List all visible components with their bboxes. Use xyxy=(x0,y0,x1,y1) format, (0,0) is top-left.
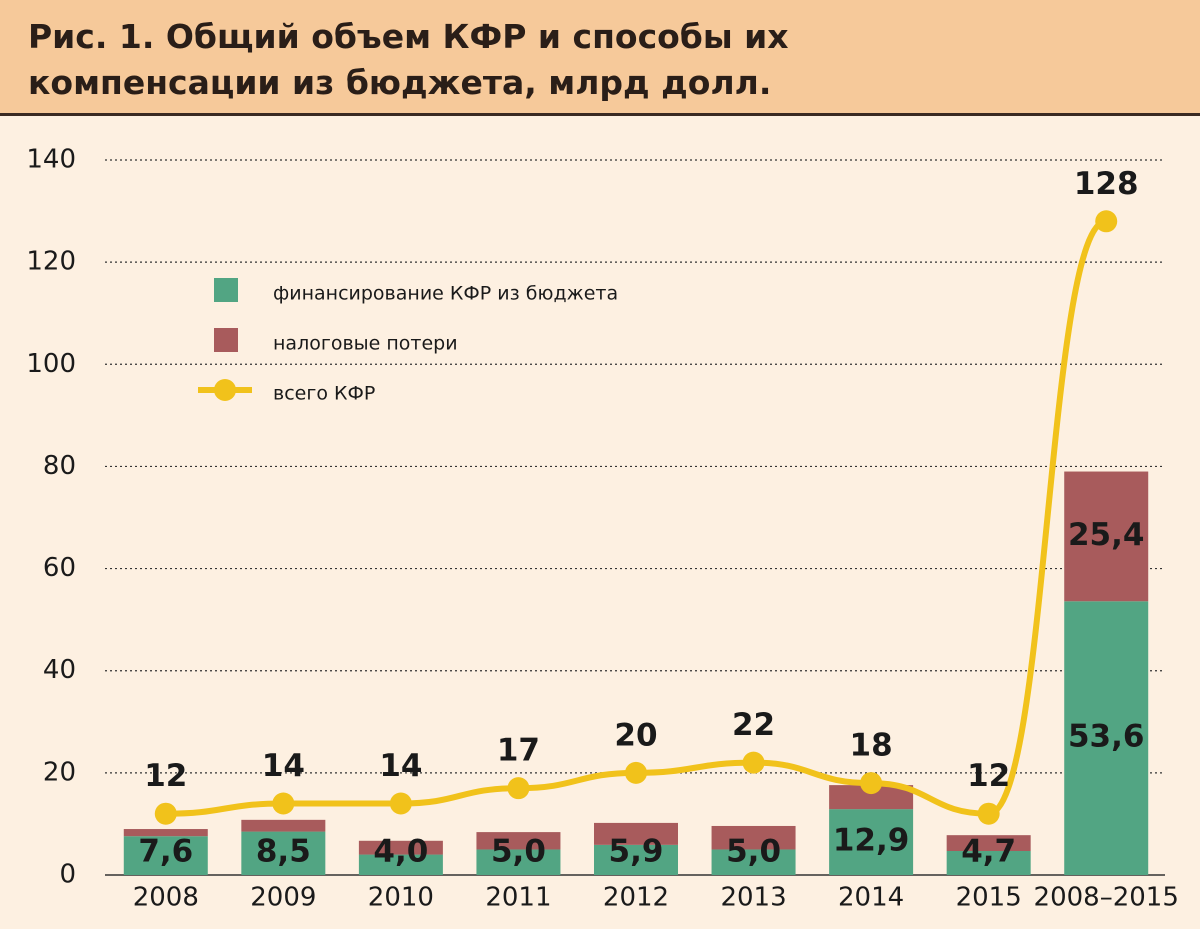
bar-value-label: 5,0 xyxy=(491,834,546,870)
bar-segment xyxy=(946,850,1031,875)
bar-segment xyxy=(123,829,208,837)
bar-segment xyxy=(476,849,561,875)
line-point xyxy=(625,761,647,784)
bar-segment xyxy=(711,825,796,850)
bar-segment xyxy=(1064,471,1149,602)
y-tick-label: 20 xyxy=(43,757,76,787)
x-tick-label: 2014 xyxy=(838,883,904,913)
line-point xyxy=(154,802,177,825)
line-point xyxy=(742,751,765,774)
bar-segment xyxy=(241,831,326,875)
bar-segment xyxy=(358,840,443,855)
bar-segment xyxy=(476,832,561,850)
line-point xyxy=(1095,210,1118,233)
line-value-label: 18 xyxy=(850,728,893,764)
bar-segment xyxy=(358,854,443,875)
x-tick-label: 2011 xyxy=(485,883,551,913)
x-tick-label: 2008–2015 xyxy=(1034,883,1179,913)
x-tick-label: 2009 xyxy=(250,883,316,913)
y-tick-label: 140 xyxy=(26,145,76,175)
line-point xyxy=(507,777,530,800)
bar-segment xyxy=(594,844,678,875)
bar-segment xyxy=(1064,601,1149,875)
legend-swatch xyxy=(214,278,238,302)
line-value-label: 22 xyxy=(732,707,775,743)
line-value-label: 14 xyxy=(262,748,305,784)
chart-title: Рис. 1. Общий объем КФР и способы их ком… xyxy=(28,17,789,102)
line-value-label: 20 xyxy=(614,717,657,753)
bar-value-label: 12,9 xyxy=(833,823,910,859)
legend-label: налоговые потери xyxy=(273,333,458,355)
y-tick-label: 100 xyxy=(26,349,76,379)
line-value-label: 12 xyxy=(144,758,187,794)
y-tick-label: 40 xyxy=(43,655,76,685)
legend-marker xyxy=(214,379,236,401)
line-value-label: 12 xyxy=(967,758,1010,794)
bar-segment xyxy=(123,836,208,875)
line xyxy=(165,218,1108,817)
bar-segment xyxy=(594,822,678,845)
legend-label: всего КФР xyxy=(273,383,375,405)
bar-value-label: 4,0 xyxy=(373,834,428,870)
bar-value-label: 8,5 xyxy=(256,834,311,870)
y-tick-label: 0 xyxy=(59,860,76,890)
line-point xyxy=(860,772,883,795)
legend-swatch xyxy=(214,328,238,352)
bar-segment xyxy=(241,819,326,832)
bar-segment xyxy=(946,835,1031,851)
line-value-label: 17 xyxy=(497,733,540,769)
line-point xyxy=(389,792,412,815)
line-value-label: 128 xyxy=(1074,166,1139,202)
line-point xyxy=(977,802,1000,825)
header: Рис. 1. Общий объем КФР и способы их ком… xyxy=(0,0,1200,116)
y-tick-label: 120 xyxy=(26,247,76,277)
bar-value-label: 4,7 xyxy=(961,834,1016,870)
y-tick-label: 60 xyxy=(43,553,76,583)
y-tick-label: 80 xyxy=(43,451,76,481)
x-tick-label: 2012 xyxy=(603,883,669,913)
legend-label: финансирование КФР из бюджета xyxy=(273,283,618,305)
x-tick-label: 2008 xyxy=(133,883,199,913)
x-tick-label: 2013 xyxy=(720,883,786,913)
x-tick-label: 2010 xyxy=(368,883,434,913)
line-value-label: 14 xyxy=(379,748,422,784)
bar-value-label: 25,4 xyxy=(1068,517,1145,553)
bar-segment xyxy=(829,809,914,875)
bar-segment xyxy=(711,849,796,875)
line-point xyxy=(272,792,295,815)
bar-value-label: 53,6 xyxy=(1068,719,1145,755)
bar-value-label: 5,9 xyxy=(609,834,664,870)
x-tick-label: 2015 xyxy=(956,883,1022,913)
bar-value-label: 7,6 xyxy=(138,834,193,870)
bar-value-label: 5,0 xyxy=(726,834,781,870)
